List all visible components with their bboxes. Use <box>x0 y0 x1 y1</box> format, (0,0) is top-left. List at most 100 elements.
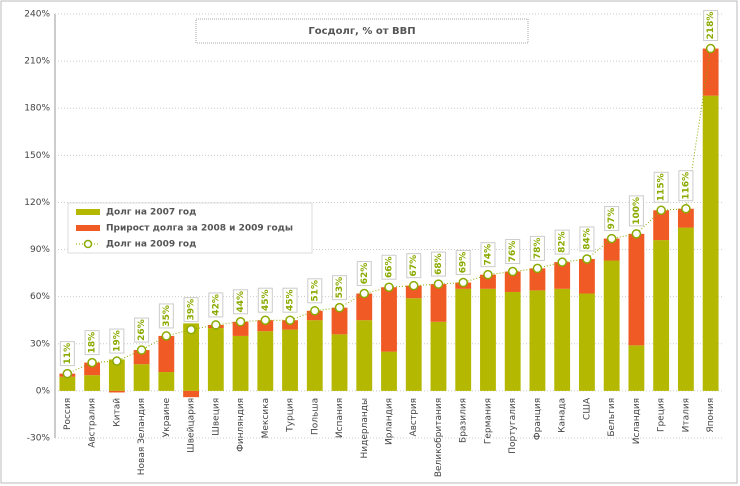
bar <box>579 293 595 391</box>
data-label: 68% <box>434 253 444 275</box>
label-box <box>554 229 570 255</box>
x-tick-label: Италия <box>681 398 691 433</box>
data-label: 62% <box>360 263 370 285</box>
label-box <box>579 226 595 252</box>
x-tick-label: Нидерланды <box>360 398 370 459</box>
data-label: 35% <box>162 305 172 327</box>
bar <box>702 95 719 391</box>
label-box <box>84 330 100 356</box>
x-tick-label: Франция <box>533 398 543 440</box>
bar <box>381 287 397 352</box>
data-label: 19% <box>112 330 122 352</box>
point <box>112 356 122 366</box>
x-tick-label: Португалия <box>508 398 518 454</box>
point <box>458 277 468 288</box>
data-label: 76% <box>508 241 518 263</box>
bar <box>529 268 546 291</box>
label-box <box>653 171 669 203</box>
label-box <box>208 292 224 318</box>
bar <box>207 328 224 391</box>
label-box <box>604 206 620 232</box>
bar <box>405 298 422 391</box>
label-box <box>430 251 446 277</box>
data-label: 42% <box>211 294 221 316</box>
bar <box>331 307 348 335</box>
point <box>136 345 147 355</box>
data-label: 97% <box>607 208 617 230</box>
x-tick-label: Япония <box>706 398 716 433</box>
point <box>631 229 642 239</box>
data-label: 116% <box>681 172 691 200</box>
x-tick-label: Австрия <box>409 398 419 437</box>
point <box>483 269 493 280</box>
y-tick-label: 90% <box>30 245 50 255</box>
label-box <box>455 250 471 276</box>
point <box>260 315 271 325</box>
data-label: 51% <box>310 280 320 302</box>
x-tick-label: Мексика <box>261 398 271 439</box>
x-tick-label: Турция <box>286 398 296 433</box>
data-label: 218% <box>706 12 716 40</box>
legend-label: Прирост долга за 2008 и 2009 годы <box>106 224 293 234</box>
x-tick-label: Финляндия <box>236 398 246 452</box>
bar <box>183 323 199 391</box>
point <box>384 282 394 292</box>
data-label: 115% <box>657 173 667 201</box>
bar <box>282 329 298 391</box>
label-box <box>183 297 199 323</box>
legend-label: Долг на 2007 год <box>106 208 196 218</box>
title-box <box>195 18 529 44</box>
bar <box>133 364 150 391</box>
x-tick-label: Швейцария <box>187 398 197 453</box>
data-label: 45% <box>261 289 271 311</box>
bar <box>257 320 274 332</box>
x-tick-label: Швеция <box>211 398 221 436</box>
label-box <box>703 10 719 42</box>
data-label: 18% <box>88 332 98 354</box>
label-box <box>134 317 150 343</box>
point <box>433 279 444 289</box>
label-box <box>406 253 422 279</box>
point <box>285 315 295 325</box>
bar <box>108 390 125 393</box>
bar <box>183 390 199 398</box>
bar <box>554 288 571 391</box>
x-tick-label: Испания <box>335 398 345 438</box>
bar <box>480 274 496 289</box>
x-tick-label: Россия <box>63 398 73 430</box>
bar <box>133 350 150 365</box>
data-label: 39% <box>187 299 197 321</box>
y-tick-label: -30% <box>27 434 51 444</box>
bar <box>306 320 323 391</box>
label-box <box>282 287 298 313</box>
y-tick-label: 210% <box>24 57 50 67</box>
point <box>359 288 370 299</box>
label-box <box>628 195 644 227</box>
label-box <box>158 303 174 329</box>
bar <box>677 227 694 391</box>
bar <box>158 335 175 373</box>
point <box>161 331 172 341</box>
point <box>582 254 592 264</box>
bar <box>108 359 125 391</box>
bar <box>356 293 373 321</box>
bar <box>677 208 694 228</box>
y-tick-label: 0% <box>36 386 51 396</box>
bar <box>59 376 76 391</box>
label-box <box>233 289 249 315</box>
y-tick-label: 60% <box>30 292 50 302</box>
data-label: 69% <box>459 252 469 274</box>
bar <box>504 271 521 292</box>
x-tick-label: Украине <box>162 397 172 437</box>
point <box>681 203 691 214</box>
legend-marker <box>83 239 93 249</box>
bar <box>628 345 645 391</box>
bar <box>232 335 249 391</box>
point <box>310 306 320 316</box>
bar <box>529 290 546 391</box>
bar <box>579 258 595 294</box>
label-box <box>59 341 75 367</box>
point <box>507 266 518 277</box>
x-tick-label: Бельгия <box>607 398 617 437</box>
